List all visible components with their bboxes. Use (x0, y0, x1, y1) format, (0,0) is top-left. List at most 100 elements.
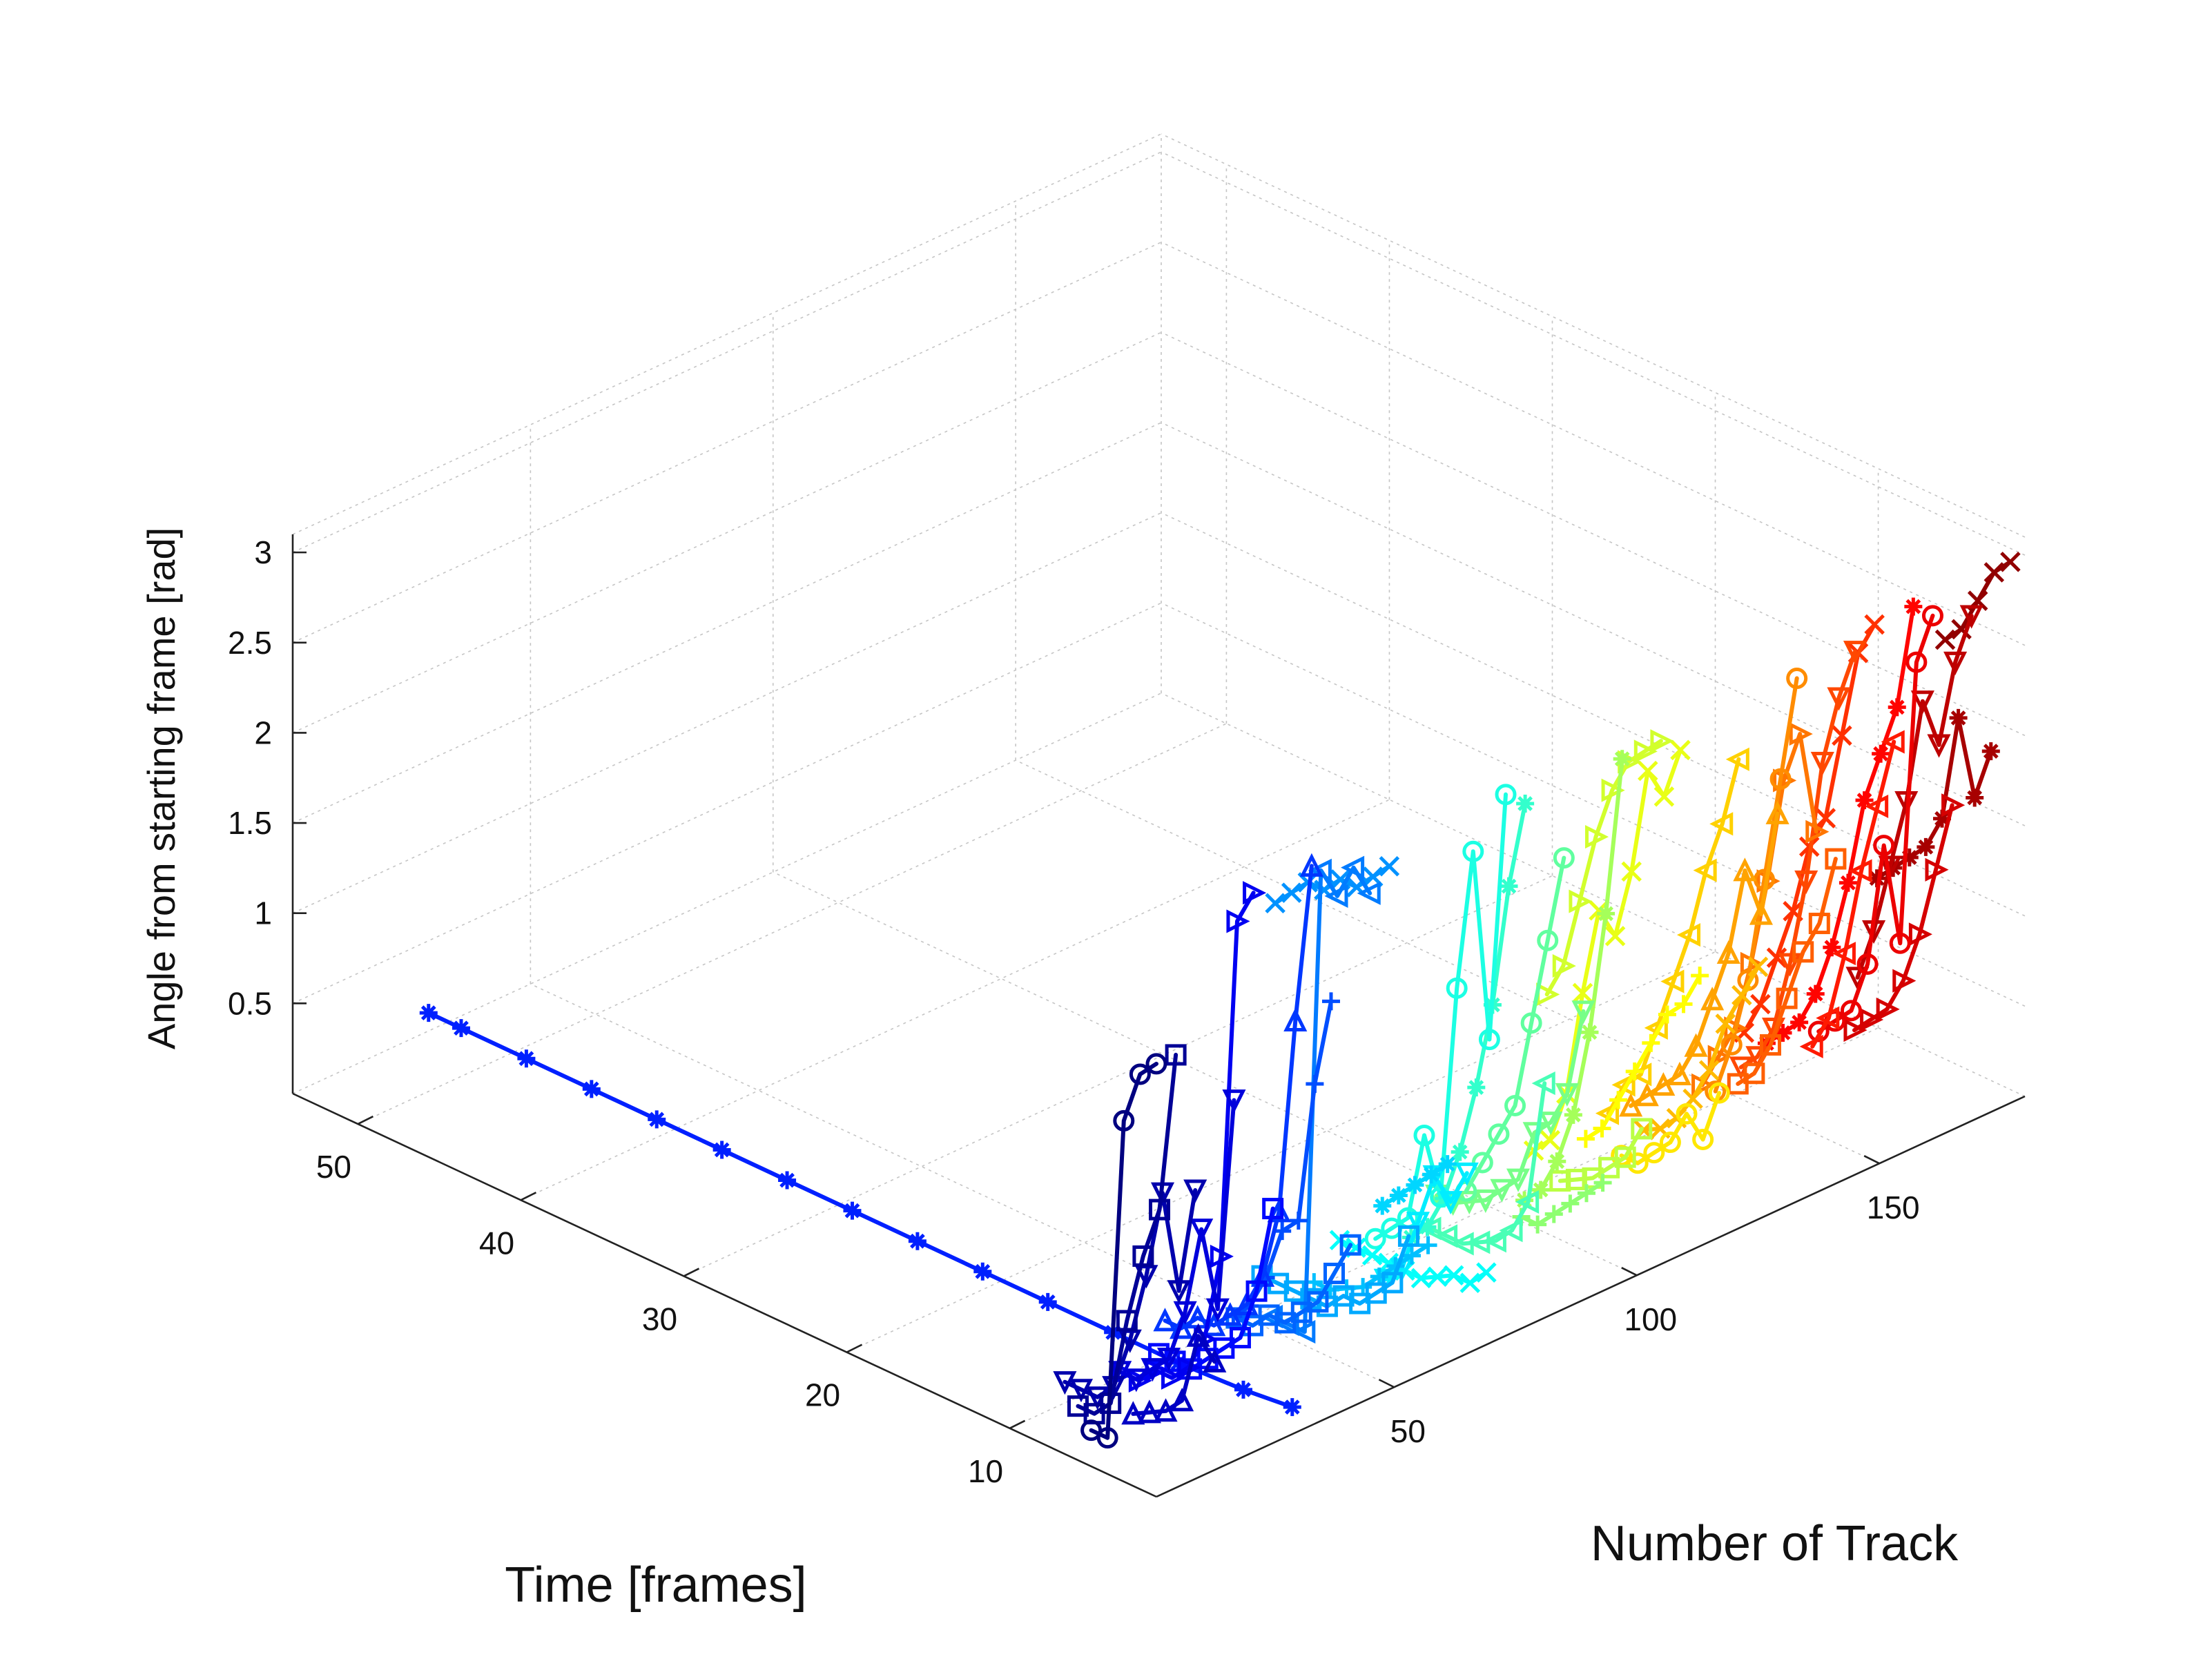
z-gridline-wall-y (1161, 151, 2026, 556)
data-point (1422, 1165, 1441, 1184)
data-point (1631, 1118, 1653, 1140)
data-point (1113, 1109, 1135, 1132)
data-point (1941, 793, 1966, 817)
data-point (1537, 929, 1559, 951)
series-track (1417, 1071, 1555, 1256)
floor-back-edge-x (292, 692, 1162, 1094)
data-point (1676, 923, 1701, 947)
data-point (1245, 1280, 1268, 1302)
data-point (1900, 848, 1919, 867)
data-point (1843, 1018, 1867, 1042)
plot-series (419, 552, 2021, 1449)
data-point (1872, 744, 1890, 763)
data-point (1283, 1007, 1308, 1031)
z-gridline-wall-x (292, 151, 1162, 553)
data-point (1548, 1152, 1566, 1171)
data-point (1698, 1060, 1720, 1081)
data-point (1552, 954, 1576, 978)
data-point (517, 1049, 536, 1068)
data-point (1467, 1078, 1486, 1097)
data-point (1894, 791, 1919, 815)
data-point (712, 1141, 731, 1159)
data-point (1889, 932, 1911, 954)
series-track (1843, 793, 1966, 1042)
series-track (1611, 1082, 1730, 1174)
axis-frame (291, 534, 2026, 1498)
data-point (1439, 1191, 1463, 1215)
data-point (1413, 1124, 1435, 1146)
x-gridline-floor (683, 875, 1553, 1277)
data-point (1651, 1072, 1676, 1096)
data-point (1531, 1071, 1555, 1096)
data-point (1203, 1348, 1227, 1372)
data-point (1684, 1033, 1708, 1057)
data-point (1867, 869, 1886, 888)
series-track (1799, 730, 1905, 1058)
data-point (1418, 1218, 1437, 1236)
data-point (1389, 1186, 1408, 1205)
data-point (1725, 747, 1749, 771)
data-point (1323, 1262, 1346, 1284)
data-point (1733, 857, 1757, 882)
data-point (1427, 1266, 1448, 1288)
data-point (1170, 1315, 1194, 1339)
data-point (1459, 1272, 1481, 1294)
tick-labels: 10 20 30 40 50 50 100 150 0.5 1 1.5 2 2.5 3 (228, 534, 1919, 1489)
series-line (1373, 792, 1508, 1241)
data-point (1799, 1034, 1823, 1058)
series-line (1619, 1091, 1722, 1165)
data-point (1601, 778, 1625, 802)
data-point (1731, 984, 1752, 1006)
y-tick-label: 50 (1390, 1413, 1426, 1449)
series-line (1583, 973, 1702, 1141)
data-point (1633, 739, 1658, 764)
data-point (1402, 1246, 1421, 1265)
data-point (1569, 889, 1593, 913)
series-track (1373, 1155, 1457, 1215)
data-point (1925, 857, 1949, 882)
data-point (1881, 730, 1905, 754)
data-point (1805, 819, 1830, 844)
data-point (1613, 750, 1631, 768)
data-point (1667, 1061, 1691, 1085)
data-point (1865, 794, 1889, 819)
data-point (1747, 956, 1769, 978)
data-point (1299, 853, 1323, 877)
data-point (1789, 722, 1813, 746)
series-line (1464, 855, 1566, 1194)
data-point (1222, 1089, 1246, 1114)
data-point (1262, 1198, 1284, 1220)
z-tick-label: 2 (254, 715, 272, 750)
data-point (1708, 1082, 1730, 1104)
data-point (1815, 808, 1836, 828)
data-point (1419, 1236, 1437, 1254)
data-point (1910, 690, 1934, 715)
z-gridline-wall-y (1161, 242, 2026, 646)
data-point (1794, 870, 1818, 895)
data-point (1766, 947, 1787, 968)
series-line (1118, 1098, 1236, 1381)
series-track (1121, 1323, 1227, 1425)
data-point (1635, 1083, 1659, 1107)
data-point (1226, 909, 1250, 933)
x-tick-label: 50 (316, 1149, 351, 1185)
data-point (1544, 1205, 1563, 1223)
series-track (1727, 848, 1847, 1095)
data-point (1908, 922, 1932, 947)
data-point (582, 1080, 601, 1098)
data-point (1609, 1091, 1628, 1109)
floor-back-edge-y (1161, 692, 2026, 1097)
data-point (1341, 855, 1365, 880)
z-gridline-wall-x (292, 422, 1162, 824)
data-point (1322, 992, 1341, 1011)
data-point (1917, 837, 1935, 856)
data-point (1572, 982, 1593, 1004)
data-point (1153, 1308, 1177, 1332)
data-point (1658, 1005, 1676, 1024)
series-line (1337, 1238, 1488, 1286)
data-point (1625, 1062, 1644, 1080)
data-point (1218, 1302, 1242, 1326)
data-point (1504, 1094, 1526, 1116)
data-point (1949, 708, 1968, 727)
data-point (1816, 1006, 1840, 1030)
